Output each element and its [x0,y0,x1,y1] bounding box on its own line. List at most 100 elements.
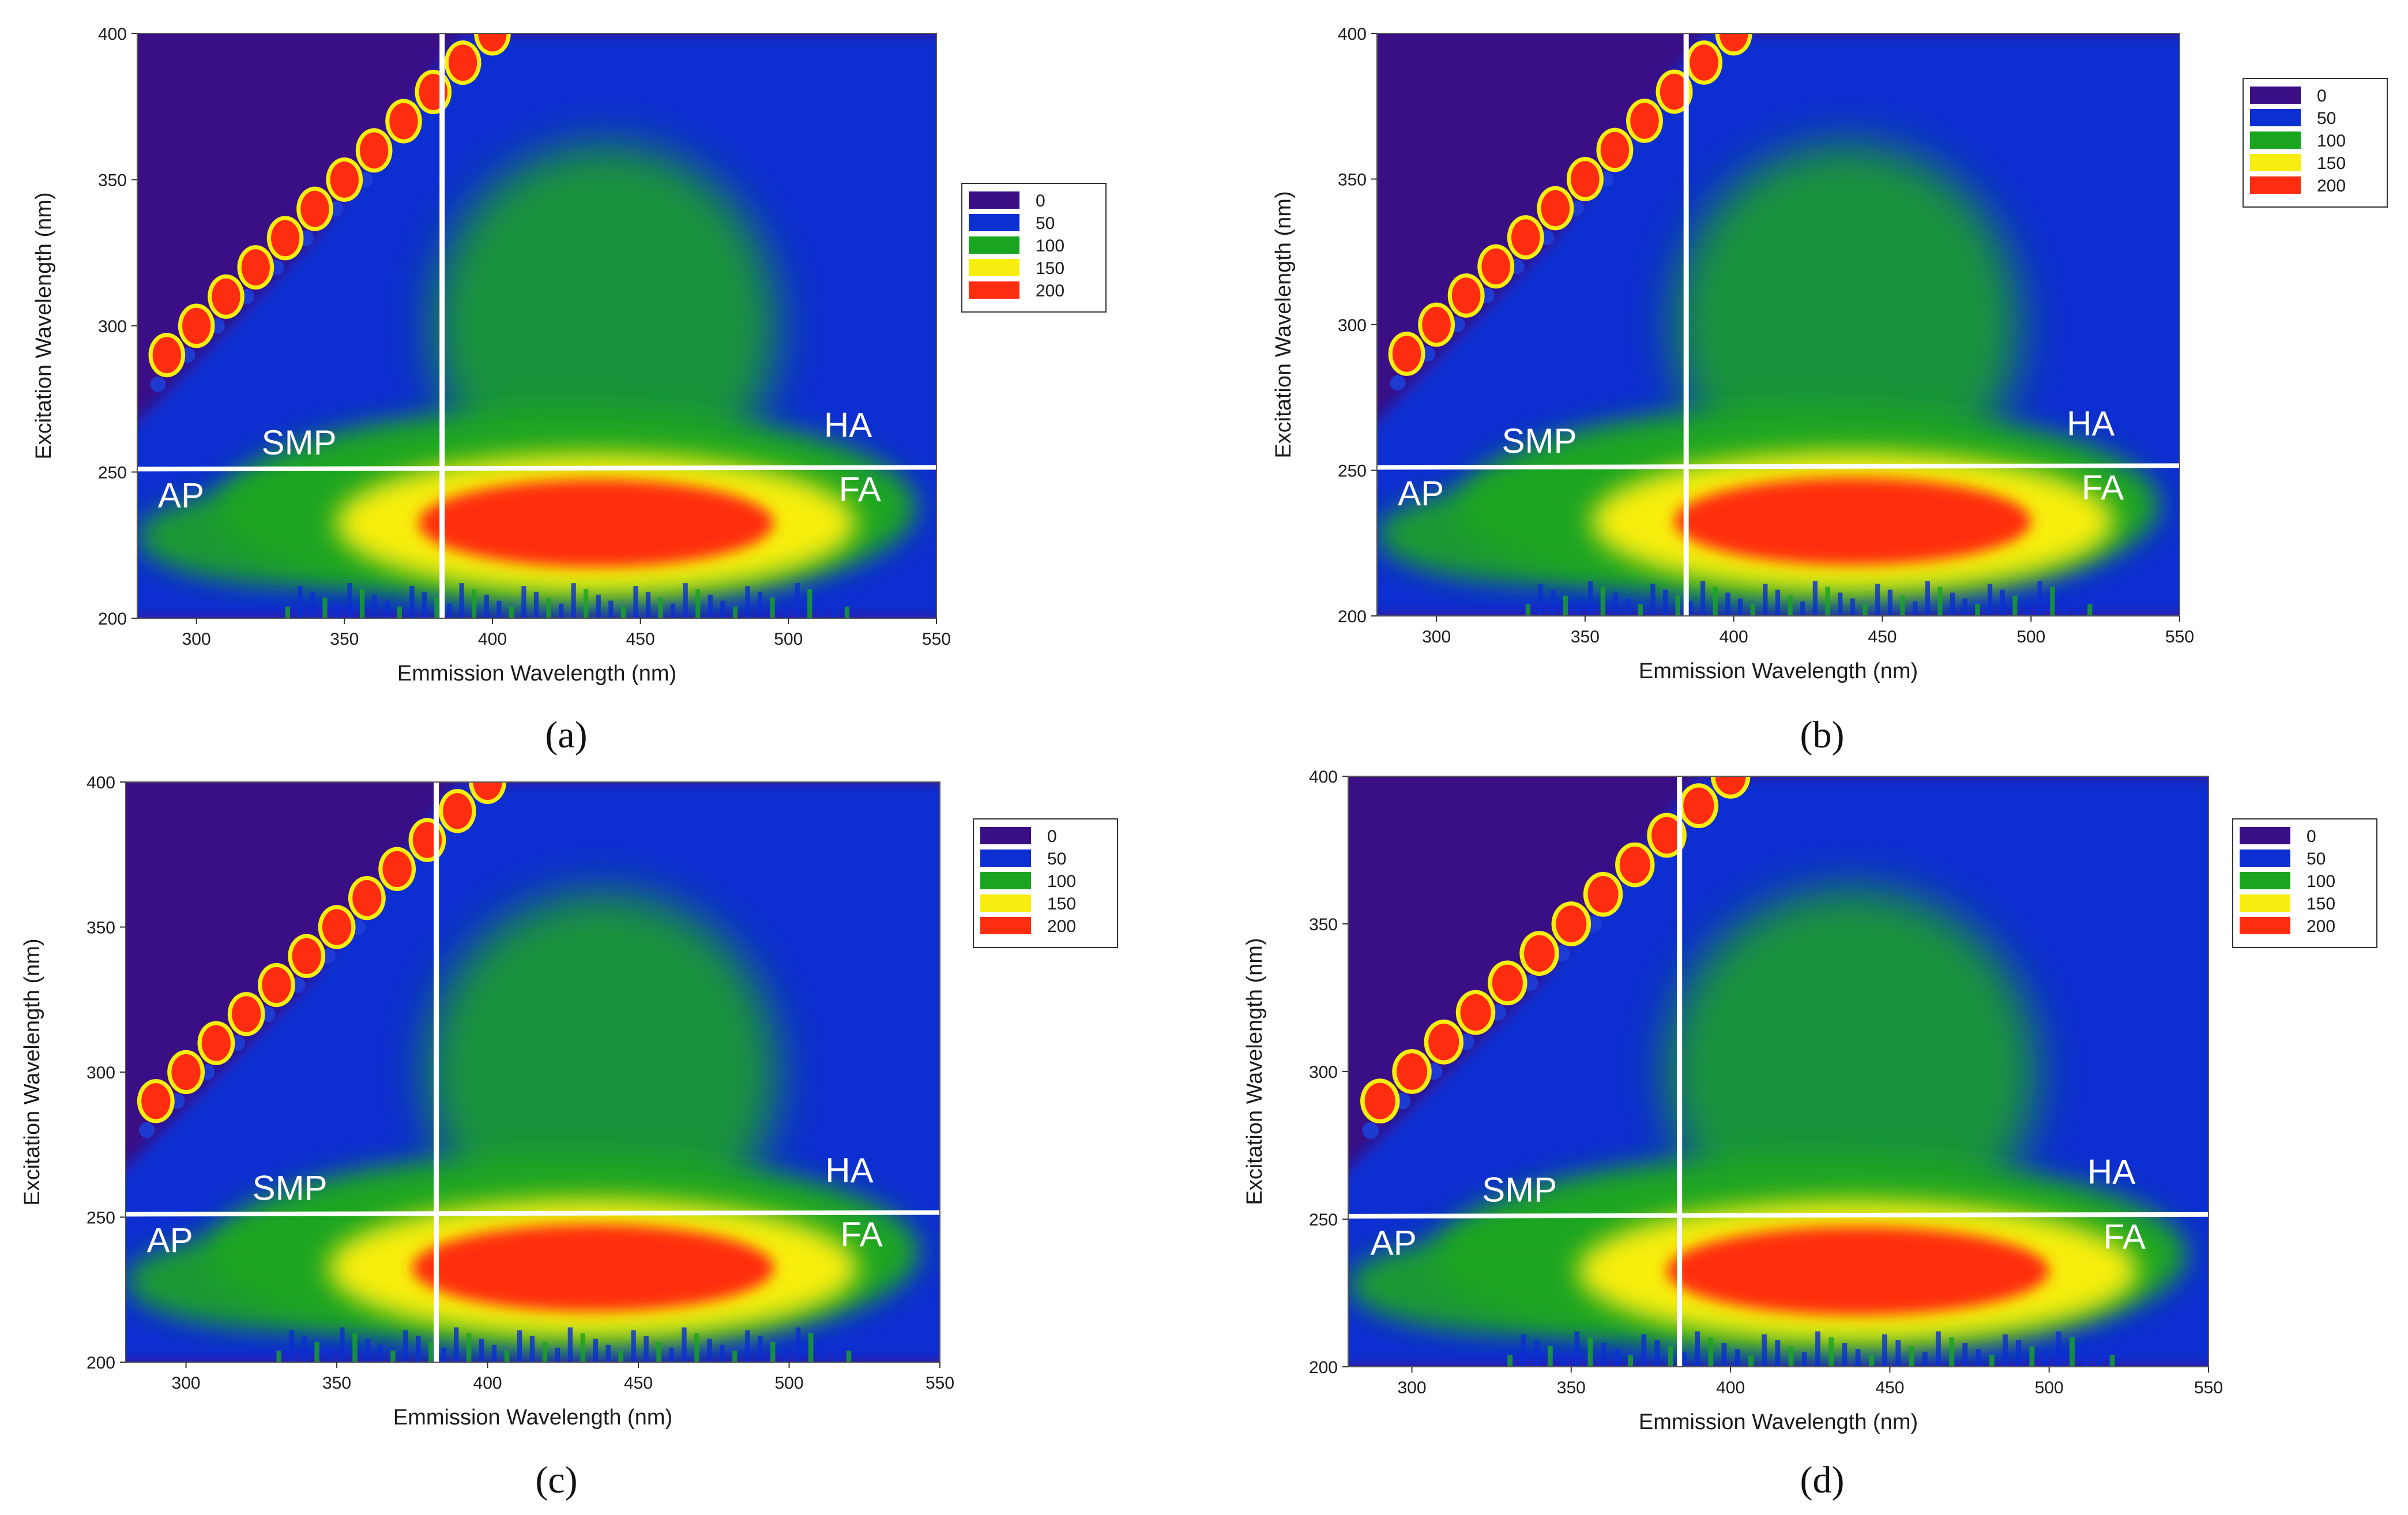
noise-streak [631,1330,636,1362]
noise-streak [1863,604,1868,616]
noise-streak [1855,1349,1861,1367]
legend: 0 50 100 150 200 [973,818,1118,948]
noise-streak [314,1341,319,1362]
noise-streak [1976,1349,1981,1367]
legend-entry-label: 100 [2307,872,2335,891]
rayleigh-scatter-dot [1364,1082,1395,1119]
x-tick-label: 450 [1875,1378,1904,1397]
rayleigh-scatter-dot [1422,306,1451,343]
noise-streak [2075,598,2080,616]
noise-streak [1922,1352,1928,1367]
legend-entry-label: 200 [2317,176,2346,196]
rayleigh-scatter-dot [478,33,507,52]
noise-streak [1962,1343,1968,1367]
panel-label: (c) [535,1459,577,1501]
rayleigh-scatter-dot [212,278,240,315]
noise-streak [2050,587,2055,616]
legend-entry-label: 150 [2307,894,2335,913]
legend-entry-label: 100 [1047,872,1076,891]
y-tick-label: 250 [1309,1211,1338,1230]
legend-swatch [2250,154,2301,171]
noise-streak [509,606,514,618]
noise-streak [1734,1349,1740,1367]
legend-swatch [980,917,1031,934]
y-tick-label: 300 [86,1063,115,1082]
noise-streak [1950,592,1955,616]
second-order-scatter-dot [121,406,136,422]
legend-entry-label: 100 [1036,236,1064,255]
intensity-200-peak [412,1224,774,1311]
x-axis-title: Emmission Wavelength (nm) [393,1405,672,1430]
noise-streak [2003,1334,2008,1367]
noise-streak [416,1336,421,1362]
region-label-ap: AP [147,1221,193,1260]
noise-streak [285,606,290,618]
noise-streak [1987,584,1993,616]
noise-streak [1748,1355,1754,1367]
rayleigh-scatter-dot [1683,787,1714,824]
legend: 0 50 100 150 200 [2232,818,2377,948]
x-tick-label: 500 [2016,627,2045,646]
noise-streak [683,583,688,618]
noise-streak [542,1341,548,1362]
rayleigh-scatter-dot [201,1025,231,1061]
rayleigh-scatter-dot [262,967,291,1003]
noise-streak [1775,589,1781,616]
noise-streak [491,1344,497,1362]
rayleigh-scatter-dot [1392,336,1421,372]
rayleigh-scatter-dot [1587,876,1619,913]
noise-streak [1695,1331,1700,1367]
noise-streak [808,1333,814,1362]
rayleigh-scatter-dot [1690,44,1718,81]
noise-streak [546,597,551,618]
noise-streak [289,1330,294,1362]
plot-area [1348,776,2208,1367]
noise-streak [605,1344,611,1362]
rayleigh-scatter-dot [360,132,389,169]
noise-streak [782,603,788,618]
noise-streak [745,586,750,618]
region-label-ap: AP [1398,474,1444,513]
noise-streak [1668,1346,1673,1367]
legend: 0 50 100 150 200 [961,183,1107,313]
noise-streak [682,1327,687,1362]
noise-streak [1828,1337,1834,1367]
x-tick-label: 450 [624,1374,653,1393]
x-tick-label: 550 [2165,627,2194,646]
y-tick-label: 250 [86,1209,115,1228]
noise-streak [745,1330,750,1362]
noise-streak [1641,1334,1647,1367]
noise-streak [310,592,315,618]
rayleigh-scatter-dot [1428,1024,1459,1061]
noise-streak [372,595,377,618]
y-tick-label: 400 [1338,25,1367,44]
legend-entry-label: 50 [2307,849,2326,869]
noise-streak [322,597,328,618]
second-order-scatter-dot [1360,404,1376,420]
noise-streak [466,1333,472,1362]
legend-swatch [980,827,1031,844]
rayleigh-scatter-dot [1451,277,1481,314]
noise-streak [1626,598,1631,616]
noise-streak [1708,1337,1714,1367]
noise-streak [365,1339,370,1362]
horizontal-divider-line [126,1210,940,1217]
legend-swatch [2250,87,2301,104]
x-tick-label: 400 [1720,627,1748,646]
noise-streak [770,1341,776,1362]
noise-streak [2083,1343,2089,1367]
rayleigh-scatter-dot [1600,131,1630,168]
noise-streak [1962,598,1967,616]
noise-streak [390,1350,396,1362]
legend-swatch [980,894,1031,912]
noise-streak [1534,1340,1540,1367]
noise-streak [1737,598,1743,616]
noise-streak [658,597,663,618]
y-axis-title: Excitation Wavelength (nm) [32,192,56,459]
noise-streak [347,583,352,618]
noise-streak [1551,589,1556,616]
horizontal-divider-line [137,465,936,472]
noise-streak [1815,1331,1820,1367]
